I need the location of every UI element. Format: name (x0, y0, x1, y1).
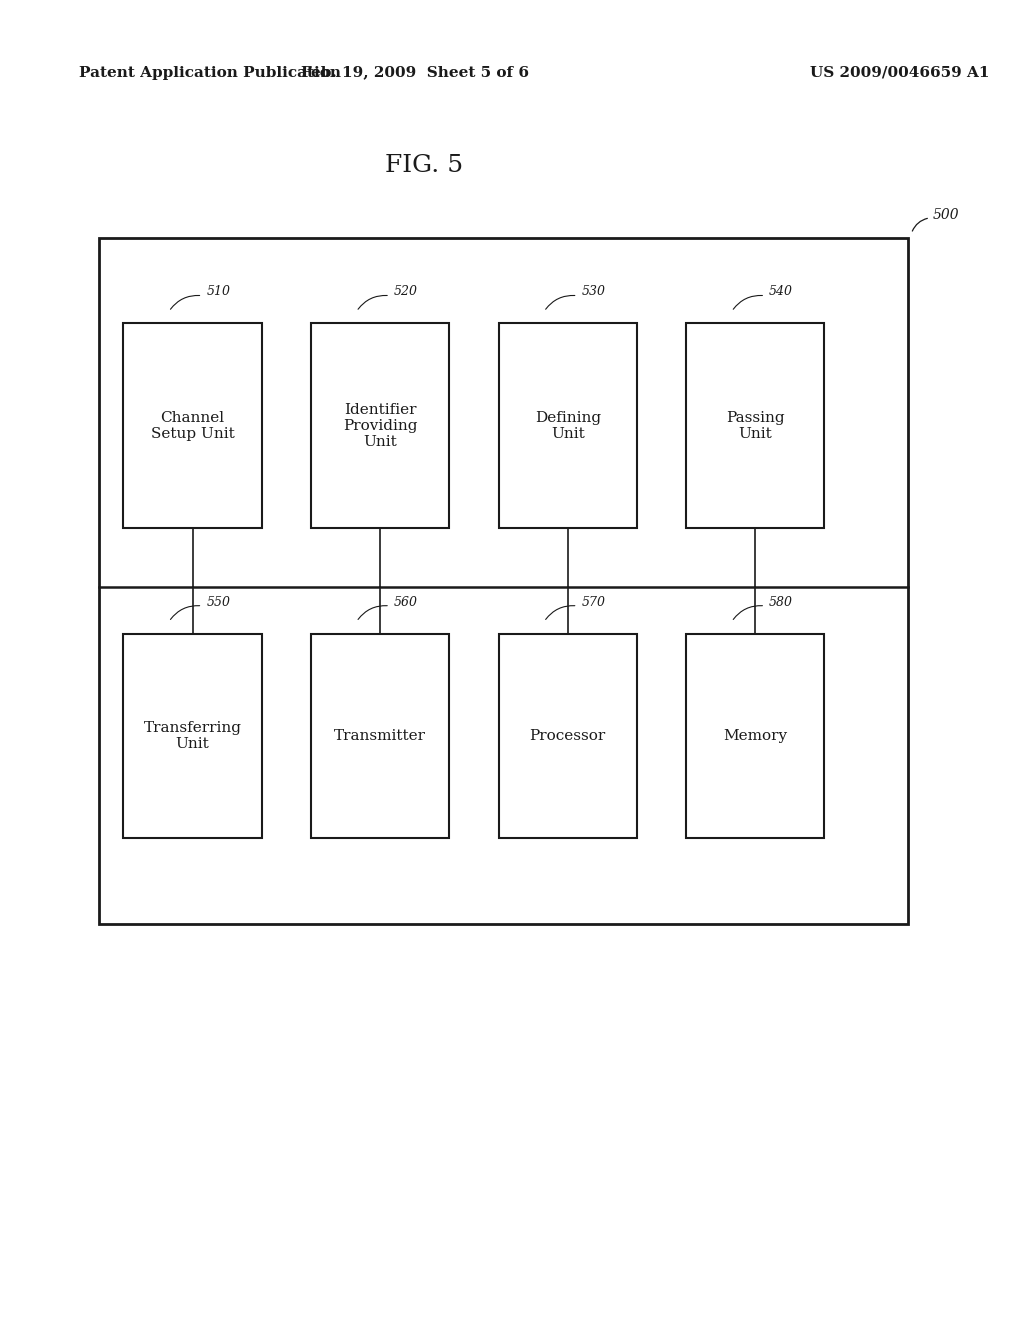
Text: Transmitter: Transmitter (334, 729, 426, 743)
Text: Processor: Processor (529, 729, 606, 743)
Text: US 2009/0046659 A1: US 2009/0046659 A1 (810, 66, 989, 79)
Text: Feb. 19, 2009  Sheet 5 of 6: Feb. 19, 2009 Sheet 5 of 6 (301, 66, 528, 79)
Bar (124, 634, 262, 838)
Bar (98, 238, 908, 924)
Text: 520: 520 (394, 285, 418, 298)
Text: 550: 550 (207, 595, 230, 609)
Bar (311, 634, 450, 838)
Bar (499, 323, 637, 528)
Text: Patent Application Publication: Patent Application Publication (79, 66, 341, 79)
Bar (311, 323, 450, 528)
Text: Identifier
Providing
Unit: Identifier Providing Unit (343, 403, 418, 449)
Bar (124, 323, 262, 528)
Text: 530: 530 (582, 285, 605, 298)
Text: 570: 570 (582, 595, 605, 609)
Text: FIG. 5: FIG. 5 (385, 153, 464, 177)
Text: 500: 500 (933, 207, 959, 222)
Text: Channel
Setup Unit: Channel Setup Unit (151, 411, 234, 441)
Text: Passing
Unit: Passing Unit (726, 411, 784, 441)
Text: Transferring
Unit: Transferring Unit (143, 721, 242, 751)
Bar (686, 634, 824, 838)
Text: 560: 560 (394, 595, 418, 609)
Text: 580: 580 (769, 595, 794, 609)
Text: 540: 540 (769, 285, 794, 298)
Text: Memory: Memory (723, 729, 787, 743)
Text: Defining
Unit: Defining Unit (535, 411, 601, 441)
Bar (499, 634, 637, 838)
Bar (686, 323, 824, 528)
Text: 510: 510 (207, 285, 230, 298)
